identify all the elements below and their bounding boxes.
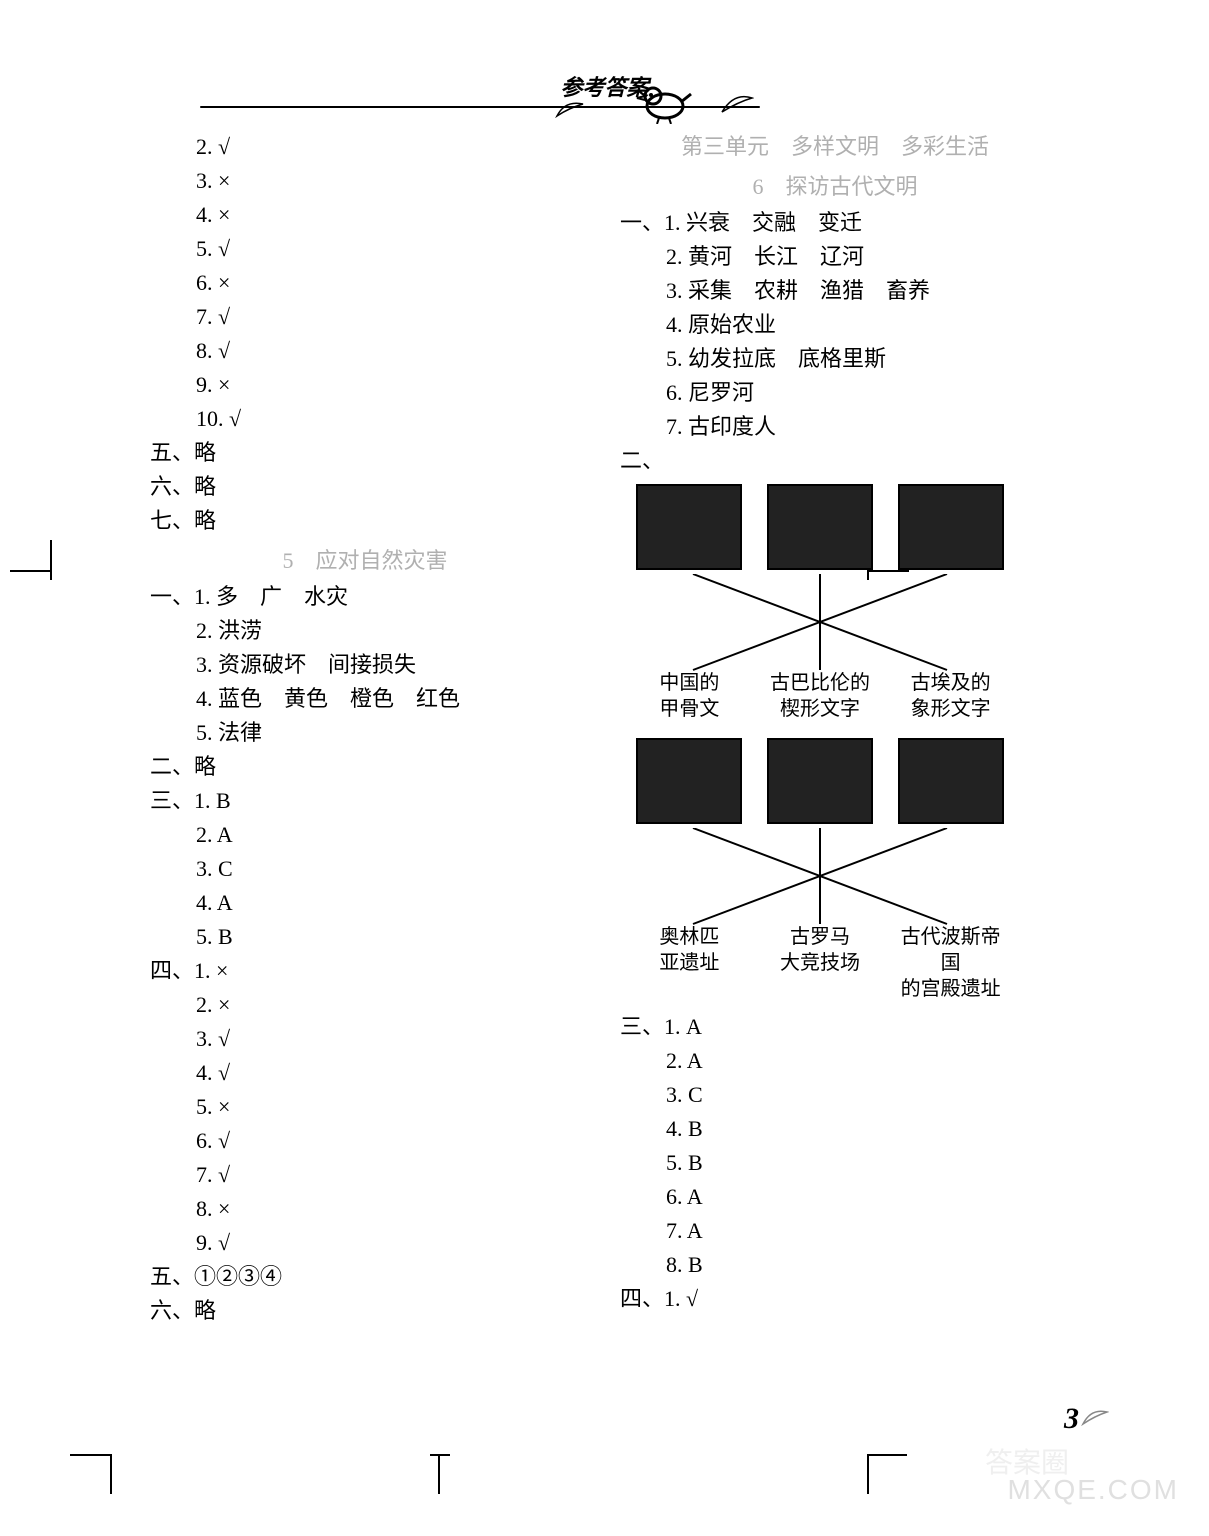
tf-item: 2. √	[196, 130, 580, 164]
match-label: 古巴比伦的楔形文字	[767, 670, 873, 722]
answer-line: 2. A	[666, 1044, 1050, 1078]
answer-line: 2. ×	[196, 988, 580, 1022]
answer-list: 2. ×3. √4. √5. ×6. √7. √8. ×9. √	[150, 988, 580, 1260]
leaf-icon	[720, 90, 754, 114]
answer-line: 7. √	[196, 1158, 580, 1192]
site-image	[636, 738, 742, 824]
leaf-icon	[555, 98, 585, 118]
answer-line: 七、略	[150, 504, 580, 538]
crop-mark-icon	[70, 1444, 132, 1506]
crop-mark-icon	[420, 1444, 482, 1506]
tf-item: 5. √	[196, 232, 580, 266]
answer-line: 4. 蓝色 黄色 橙色 红色	[196, 682, 580, 716]
unit-title: 第三单元 多样文明 多彩生活	[620, 130, 1050, 164]
answer-list: 2. 黄河 长江 辽河3. 采集 农耕 渔猎 畜养4. 原始农业5. 幼发拉底 …	[620, 240, 1050, 444]
match-label: 古代波斯帝国的宫殿遗址	[898, 924, 1004, 1002]
page-root: 参考答案	[0, 0, 1209, 1536]
answer-line: 5. B	[196, 920, 580, 954]
answer-list: 2. A3. C4. A5. B	[150, 818, 580, 954]
match-lines	[630, 574, 1010, 674]
answer-line: 3. √	[196, 1022, 580, 1056]
answer-line: 3. C	[196, 852, 580, 886]
answer-line: 三、1. A	[620, 1010, 1050, 1044]
answer-line: 5. B	[666, 1146, 1050, 1180]
answer-line: 9. √	[196, 1226, 580, 1260]
match-label-row: 中国的甲骨文 古巴比伦的楔形文字 古埃及的象形文字	[630, 670, 1010, 722]
answer-line: 六、略	[150, 1294, 580, 1328]
answer-line: 2. 黄河 长江 辽河	[666, 240, 1050, 274]
site-image	[898, 738, 1004, 824]
match-label: 中国的甲骨文	[636, 670, 742, 722]
crop-mark-icon	[10, 540, 72, 602]
lesson-title: 6 探访古代文明	[620, 170, 1050, 204]
answer-line: 6. √	[196, 1124, 580, 1158]
answer-line: 2. A	[196, 818, 580, 852]
answer-line: 五、①②③④	[150, 1260, 580, 1294]
match-image-row	[630, 738, 1010, 824]
answer-line: 7. A	[666, 1214, 1050, 1248]
right-column: 第三单元 多样文明 多彩生活 6 探访古代文明 一、1. 兴衰 交融 变迁 2.…	[620, 130, 1050, 1328]
header-decoration	[0, 92, 1209, 132]
match-label: 古罗马大竞技场	[767, 924, 873, 1002]
script-image	[898, 484, 1004, 570]
answer-line: 4. A	[196, 886, 580, 920]
tf-item: 10. √	[196, 402, 580, 436]
script-image	[767, 484, 873, 570]
answer-line: 六、略	[150, 470, 580, 504]
match-label: 古埃及的象形文字	[898, 670, 1004, 722]
answer-line: 5. ×	[196, 1090, 580, 1124]
answer-line: 一、1. 多 广 水灾	[150, 580, 580, 614]
answer-line: 5. 幼发拉底 底格里斯	[666, 342, 1050, 376]
match-label: 奥林匹亚遗址	[636, 924, 742, 1002]
tf-item: 4. ×	[196, 198, 580, 232]
answer-line: 8. ×	[196, 1192, 580, 1226]
site-image	[767, 738, 873, 824]
tf-item: 9. ×	[196, 368, 580, 402]
tf-item: 3. ×	[196, 164, 580, 198]
content-columns: 2. √3. ×4. ×5. √6. ×7. √8. √9. ×10. √ 五、…	[150, 130, 1050, 1328]
answer-list: 2. 洪涝3. 资源破坏 间接损失4. 蓝色 黄色 橙色 红色5. 法律	[150, 614, 580, 750]
answer-line: 二、略	[150, 750, 580, 784]
answer-line: 3. 资源破坏 间接损失	[196, 648, 580, 682]
tf-item: 8. √	[196, 334, 580, 368]
answer-line: 四、1. ×	[150, 954, 580, 988]
answer-line: 三、1. B	[150, 784, 580, 818]
answer-line: 7. 古印度人	[666, 410, 1050, 444]
leaf-icon	[1081, 1406, 1109, 1426]
match-lines	[630, 828, 1010, 928]
answer-line: 4. 原始农业	[666, 308, 1050, 342]
tf-item: 7. √	[196, 300, 580, 334]
answer-line: 四、1. √	[620, 1282, 1050, 1316]
answer-line: 4. √	[196, 1056, 580, 1090]
answer-line: 3. C	[666, 1078, 1050, 1112]
answer-line: 五、略	[150, 436, 580, 470]
page-number: 3	[1064, 1402, 1079, 1436]
answer-line: 4. B	[666, 1112, 1050, 1146]
answer-line: 2. 洪涝	[196, 614, 580, 648]
tf-list: 2. √3. ×4. ×5. √6. ×7. √8. √9. ×10. √	[150, 130, 580, 436]
answer-line: 一、1. 兴衰 交融 变迁	[620, 206, 1050, 240]
tf-item: 6. ×	[196, 266, 580, 300]
match-image-row	[630, 484, 1010, 570]
section-5-title: 5 应对自然灾害	[150, 544, 580, 578]
answer-line: 8. B	[666, 1248, 1050, 1282]
answer-list: 2. A3. C4. B5. B6. A7. A8. B	[620, 1044, 1050, 1282]
matching-diagram-2: 奥林匹亚遗址 古罗马大竞技场 古代波斯帝国的宫殿遗址	[630, 738, 1010, 1002]
left-column: 2. √3. ×4. ×5. √6. ×7. √8. √9. ×10. √ 五、…	[150, 130, 580, 1328]
answer-line: 6. 尼罗河	[666, 376, 1050, 410]
answer-line: 5. 法律	[196, 716, 580, 750]
script-image	[636, 484, 742, 570]
answer-line: 3. 采集 农耕 渔猎 畜养	[666, 274, 1050, 308]
answer-line: 6. A	[666, 1180, 1050, 1214]
watermark-en: MXQE.COM	[1007, 1474, 1179, 1506]
match-label-row: 奥林匹亚遗址 古罗马大竞技场 古代波斯帝国的宫殿遗址	[630, 924, 1010, 1002]
bird-icon	[625, 74, 695, 124]
crop-mark-icon	[867, 1444, 929, 1506]
matching-diagram-1: 中国的甲骨文 古巴比伦的楔形文字 古埃及的象形文字	[630, 484, 1010, 722]
section-er-prefix: 二、	[620, 444, 660, 478]
